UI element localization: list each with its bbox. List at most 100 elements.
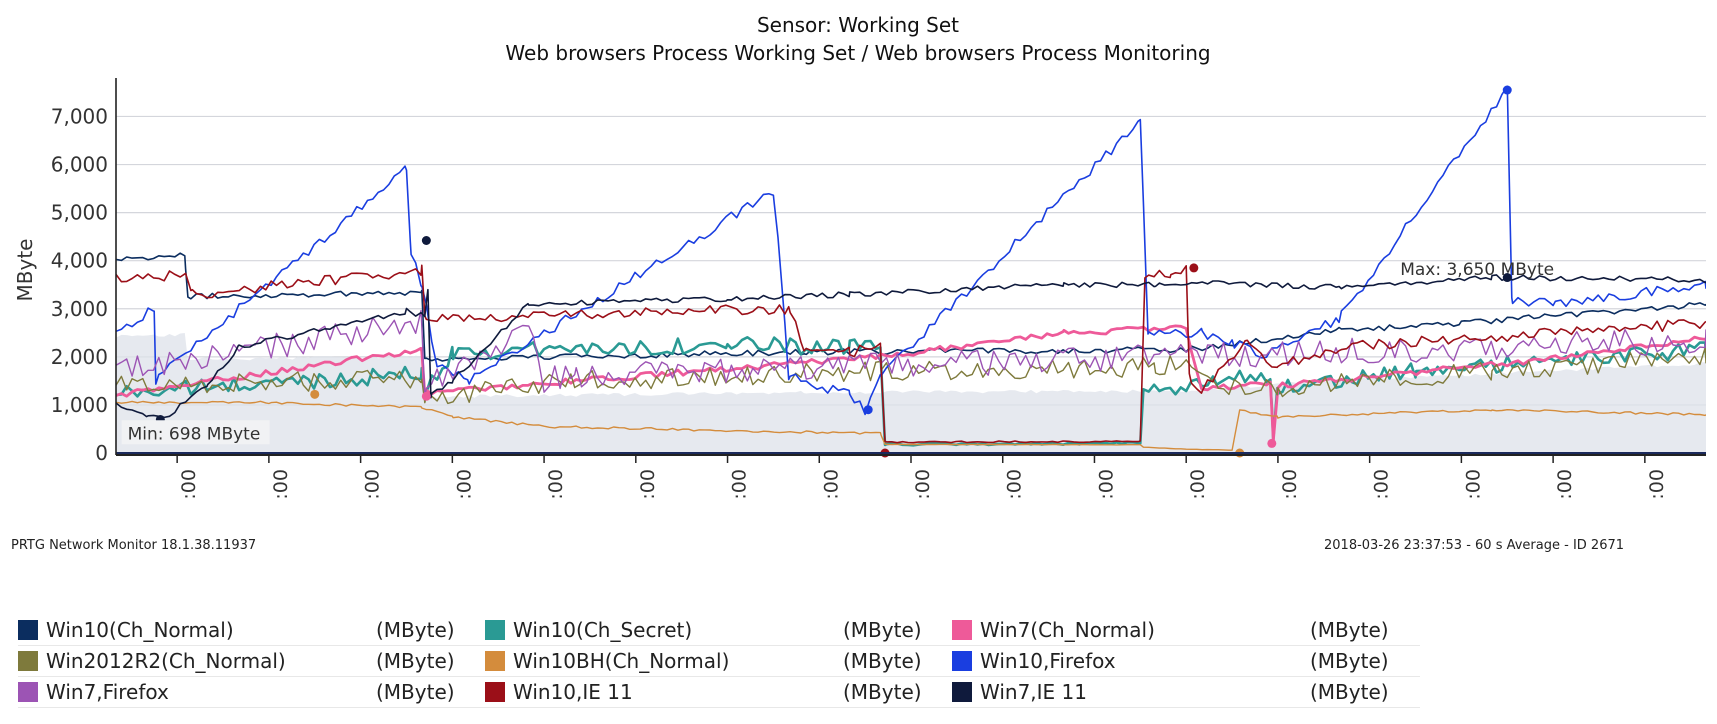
- legend-item[interactable]: Win10,IE 11 (MByte): [485, 680, 952, 704]
- min-annotation-bg: [121, 420, 270, 445]
- legend-swatch: [18, 682, 38, 702]
- legend-item[interactable]: Win2012R2(Ch_Normal) (MByte): [18, 649, 485, 673]
- legend-series-name: Win10BH(Ch_Normal): [513, 649, 730, 673]
- legend-series-unit: (MByte): [1310, 618, 1389, 642]
- x-tick-label: 03-1413:00: [820, 469, 842, 500]
- legend-swatch: [18, 620, 38, 640]
- legend-series-name: Win2012R2(Ch_Normal): [46, 649, 286, 673]
- extreme-marker: [310, 389, 320, 399]
- y-tick-label: 1,000: [51, 393, 108, 417]
- x-tick-label: 03-1601:00: [1371, 469, 1393, 500]
- y-tick-label: 3,000: [51, 297, 108, 321]
- y-tick-label: 7,000: [51, 104, 108, 128]
- legend-swatch: [952, 651, 972, 671]
- x-tick-label: 03-1307:00: [362, 469, 384, 500]
- axes: 0 1,000 2,000 3,000 4,000 5,000 6,000 7,000 03-1…: [51, 78, 1706, 500]
- extreme-marker: [863, 405, 873, 415]
- legend-row: Win10(Ch_Normal) (MByte) Win10(Ch_Secret) (…: [18, 615, 1420, 646]
- legend-item[interactable]: Win7(Ch_Normal) (MByte): [952, 618, 1419, 642]
- legend-series-unit: (MByte): [376, 680, 455, 704]
- x-tick-label: 03-1319:00: [545, 469, 567, 500]
- y-tick-label: 2,000: [51, 345, 108, 369]
- x-tick-label: 03-1507:00: [1095, 469, 1117, 500]
- min-annotation: Min: 698 MByte: [128, 424, 261, 444]
- y-tick-label: 5,000: [51, 201, 108, 225]
- annotations: Max: 3,650 MByte Min: 698 MByte: [121, 260, 1554, 445]
- x-tick-label: 03-1613:00: [1554, 469, 1576, 500]
- footer-product: PRTG Network Monitor 18.1.38.11937: [11, 538, 257, 553]
- x-tick-time: 19:00: [1646, 469, 1668, 500]
- legend-series-unit: (MByte): [843, 618, 922, 642]
- legend-swatch: [485, 651, 505, 671]
- x-tick-time: 13:00: [1554, 469, 1576, 500]
- extreme-marker: [421, 236, 431, 245]
- x-tick-time: 19:00: [912, 469, 934, 500]
- legend-series-name: Win10(Ch_Secret): [513, 618, 693, 642]
- x-tick-time: 13:00: [1187, 469, 1209, 500]
- x-tick-time: 13:00: [453, 469, 475, 500]
- chart-title: Sensor: Working Set: [757, 13, 959, 37]
- extreme-marker: [1267, 438, 1277, 448]
- x-tick-label: 03-1513:00: [1187, 469, 1209, 500]
- series-line-win10-ch-normal-: [116, 252, 1706, 362]
- x-tick-label: 03-1607:00: [1462, 469, 1484, 500]
- x-tick-time: 19:00: [1279, 469, 1301, 500]
- legend-item[interactable]: Win7,Firefox (MByte): [18, 680, 485, 704]
- legend-series-name: Win7,IE 11: [980, 680, 1087, 704]
- x-tick-time: 07:00: [362, 469, 384, 500]
- y-tick-label: 4,000: [51, 249, 108, 273]
- x-tick-label: 03-1519:00: [1279, 469, 1301, 500]
- series-line-win2012r2-ch-normal-: [116, 346, 1706, 405]
- extreme-marker: [421, 391, 431, 401]
- x-tick-label: 03-1301:00: [270, 469, 292, 500]
- x-tick-label: 03-1619:00: [1646, 469, 1668, 500]
- x-tick-time: 07:00: [729, 469, 751, 500]
- x-tick-label: 03-1401:00: [637, 469, 659, 500]
- legend-item[interactable]: Win7,IE 11 (MByte): [952, 680, 1419, 704]
- x-tick-label: 03-1501:00: [1004, 469, 1026, 500]
- legend-series-unit: (MByte): [1310, 680, 1389, 704]
- legend-series-unit: (MByte): [843, 680, 922, 704]
- legend-series-name: Win7(Ch_Normal): [980, 618, 1155, 642]
- series-line-win7-firefox: [116, 309, 1706, 398]
- series-line-win10-ie-11: [116, 264, 1706, 444]
- legend-swatch: [485, 620, 505, 640]
- legend-row: Win7,Firefox (MByte) Win10,IE 11 (MByte) Win…: [18, 677, 1420, 708]
- x-tick-label: 03-1219:00: [178, 469, 200, 500]
- legend-series-unit: (MByte): [1310, 649, 1389, 673]
- y-tick-label: 6,000: [51, 153, 108, 177]
- x-tick-time: 13:00: [820, 469, 842, 500]
- y-axis-label: MByte: [13, 239, 37, 302]
- series-line-win7-ie-11: [116, 274, 1706, 419]
- x-tick-time: 01:00: [1004, 469, 1026, 500]
- x-tick-time: 19:00: [178, 469, 200, 500]
- series-line-win10-firefox: [116, 85, 1706, 416]
- legend-row: Win2012R2(Ch_Normal) (MByte) Win10BH(Ch_No…: [18, 646, 1420, 677]
- x-tick-time: 07:00: [1462, 469, 1484, 500]
- legend-series-name: Win10,Firefox: [980, 649, 1116, 673]
- legend: Win10(Ch_Normal) (MByte) Win10(Ch_Secret) (…: [18, 615, 1420, 708]
- legend-item[interactable]: Win10(Ch_Secret) (MByte): [485, 618, 952, 642]
- x-tick-label: 03-1407:00: [729, 469, 751, 500]
- legend-series-unit: (MByte): [376, 649, 455, 673]
- legend-item[interactable]: Win10(Ch_Normal) (MByte): [18, 618, 485, 642]
- legend-series-name: Win10(Ch_Normal): [46, 618, 234, 642]
- max-annotation: Max: 3,650 MByte: [1400, 260, 1554, 280]
- legend-swatch: [952, 682, 972, 702]
- footer-timestamp: 2018-03-26 23:37:53 - 60 s Average - ID …: [1324, 538, 1625, 553]
- legend-item[interactable]: Win10,Firefox (MByte): [952, 649, 1419, 673]
- legend-series-name: Win10,IE 11: [513, 680, 633, 704]
- legend-series-unit: (MByte): [843, 649, 922, 673]
- y-tick-label: 0: [95, 441, 108, 465]
- x-tick-time: 07:00: [1095, 469, 1117, 500]
- legend-item[interactable]: Win10BH(Ch_Normal) (MByte): [485, 649, 952, 673]
- series-line-win7-ch-normal-: [116, 324, 1706, 443]
- legend-swatch: [18, 651, 38, 671]
- extreme-marker: [1189, 263, 1199, 273]
- extreme-marker: [1502, 85, 1512, 95]
- extreme-marker: [1502, 273, 1512, 283]
- x-tick-time: 19:00: [545, 469, 567, 500]
- x-tick-time: 01:00: [1371, 469, 1393, 500]
- legend-series-unit: (MByte): [376, 618, 455, 642]
- series-line-win10bh-ch-normal-: [116, 400, 1706, 451]
